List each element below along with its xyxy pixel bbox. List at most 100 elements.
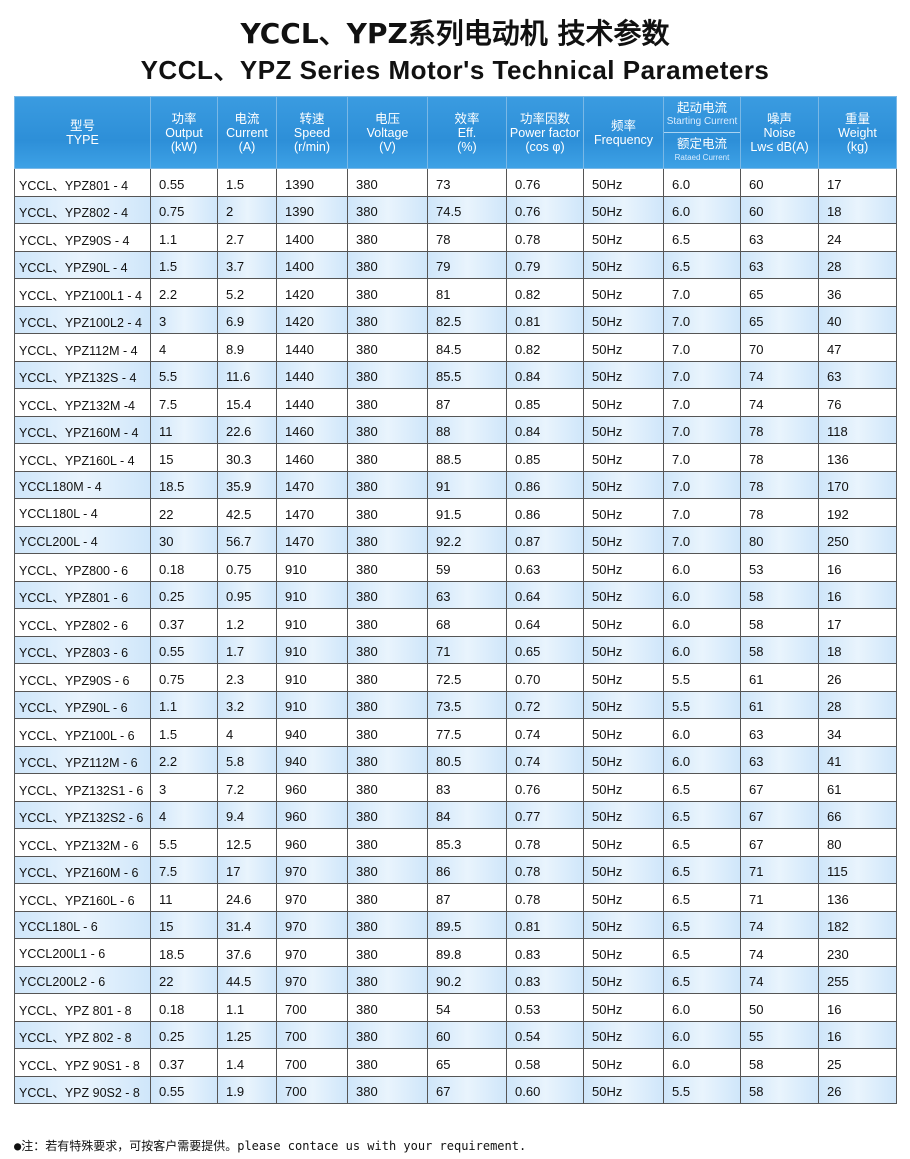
- table-cell: 0.81: [506, 305, 584, 334]
- table-cell: 74: [740, 965, 819, 994]
- table-cell: 5.5: [663, 663, 741, 692]
- table-cell: 940: [276, 745, 348, 774]
- table-cell: YCCL、YPZ90S - 6: [14, 663, 151, 692]
- header-en: Power factor: [509, 125, 581, 140]
- table-cell: 0.55: [150, 1075, 218, 1104]
- table-cell: 50Hz: [583, 745, 664, 774]
- table-cell: 1400: [276, 250, 348, 279]
- header-unit: (%): [457, 139, 477, 154]
- table-row: YCCL180L - 6 15 31.4 970 380 89.5 0.81 50Hz 6.5 7…: [14, 910, 897, 939]
- table-cell: 7.0: [663, 415, 741, 444]
- table-cell: 0.64: [506, 580, 584, 609]
- table-cell: 91.5: [427, 498, 507, 527]
- table-cell: 0.64: [506, 608, 584, 637]
- table-cell: 74: [740, 388, 819, 417]
- table-cell: 28: [818, 250, 897, 279]
- table-cell: 74: [740, 360, 819, 389]
- table-cell: YCCL、YPZ802 - 6: [14, 608, 151, 637]
- table-cell: 50Hz: [583, 855, 664, 884]
- table-cell: 0.58: [506, 1048, 584, 1077]
- table-cell: 1440: [276, 360, 348, 389]
- header-cn: 型号: [69, 118, 95, 133]
- table-cell: 970: [276, 938, 348, 967]
- table-cell: 11: [150, 883, 218, 912]
- header-cn: 电流: [234, 111, 260, 126]
- table-cell: 0.82: [506, 278, 584, 307]
- header-unit: (cos φ): [525, 139, 565, 154]
- table-cell: 0.79: [506, 250, 584, 279]
- header-cn: 电压: [374, 111, 400, 126]
- table-cell: 380: [347, 250, 428, 279]
- table-row: YCCL、YPZ90L - 4 1.5 3.7 1400 380 79 0.79 50Hz 6.…: [14, 250, 897, 279]
- table-cell: YCCL、YPZ100L2 - 4: [14, 305, 151, 334]
- table-cell: YCCL、YPZ801 - 6: [14, 580, 151, 609]
- table-cell: 0.74: [506, 745, 584, 774]
- table-cell: 50Hz: [583, 223, 664, 252]
- table-cell: 0.86: [506, 498, 584, 527]
- header-cn2: 额定电流: [676, 136, 727, 151]
- table-cell: 380: [347, 663, 428, 692]
- table-cell: 7.5: [150, 388, 218, 417]
- table-cell: YCCL、YPZ100L1 - 4: [14, 278, 151, 307]
- table-cell: 380: [347, 443, 428, 472]
- table-cell: 91: [427, 470, 507, 499]
- table-cell: 67: [427, 1075, 507, 1104]
- table-cell: 7.0: [663, 388, 741, 417]
- table-cell: 50Hz: [583, 800, 664, 829]
- table-cell: 250: [818, 525, 897, 554]
- table-cell: 50Hz: [583, 773, 664, 802]
- header-unit: (r/min): [293, 139, 331, 154]
- table-cell: 0.87: [506, 525, 584, 554]
- table-cell: 88: [427, 415, 507, 444]
- table-cell: 63: [427, 580, 507, 609]
- table-cell: 35.9: [217, 470, 277, 499]
- table-cell: 74: [740, 910, 819, 939]
- table-cell: 6.5: [663, 883, 741, 912]
- table-cell: 63: [740, 718, 819, 747]
- table-row: YCCL、YPZ 90S1 - 8 0.37 1.4 700 380 65 0.58 50Hz…: [14, 1048, 897, 1077]
- table-cell: 6.5: [663, 855, 741, 884]
- table-cell: 6.5: [663, 773, 741, 802]
- table-cell: 380: [347, 910, 428, 939]
- table-cell: 1420: [276, 305, 348, 334]
- table-cell: 7.0: [663, 360, 741, 389]
- table-cell: 0.55: [150, 168, 218, 197]
- header-cn: 起动电流: [676, 100, 727, 115]
- table-cell: YCCL、YPZ801 - 4: [14, 168, 151, 197]
- header-cn: 频率: [610, 118, 636, 133]
- table-row: YCCL、YPZ90S - 6 0.75 2.3 910 380 72.5 0.70 50Hz…: [14, 663, 897, 692]
- table-cell: 7.0: [663, 443, 741, 472]
- table-cell: YCCL、YPZ132S2 - 6: [14, 800, 151, 829]
- table-cell: 50: [740, 993, 819, 1022]
- table-cell: 970: [276, 965, 348, 994]
- table-cell: 81: [427, 278, 507, 307]
- table-cell: 380: [347, 168, 428, 197]
- table-cell: 6.5: [663, 938, 741, 967]
- header-cn: 效率: [454, 111, 480, 126]
- table-cell: 58: [740, 1075, 819, 1104]
- table-cell: 6.5: [663, 250, 741, 279]
- table-cell: 0.74: [506, 718, 584, 747]
- table-cell: 26: [818, 1075, 897, 1104]
- table-row: YCCL、YPZ100L2 - 4 3 6.9 1420 380 82.5 0.81 50Hz…: [14, 305, 897, 334]
- table-cell: 24.6: [217, 883, 277, 912]
- table-cell: 115: [818, 855, 897, 884]
- table-cell: 910: [276, 580, 348, 609]
- table-cell: YCCL、YPZ132S - 4: [14, 360, 151, 389]
- table-row: YCCL、YPZ802 - 4 0.75 2 1390 380 74.5 0.76 50Hz 6…: [14, 195, 897, 224]
- table-cell: YCCL、YPZ802 - 4: [14, 195, 151, 224]
- table-cell: YCCL、YPZ 90S1 - 8: [14, 1048, 151, 1077]
- table-row: YCCL、YPZ100L1 - 4 2.2 5.2 1420 380 81 0.82 50Hz…: [14, 278, 897, 307]
- table-cell: 0.54: [506, 1020, 584, 1049]
- table-cell: 380: [347, 223, 428, 252]
- table-cell: 79: [427, 250, 507, 279]
- table-cell: 910: [276, 690, 348, 719]
- table-cell: 0.18: [150, 553, 218, 582]
- table-cell: YCCL180M - 4: [14, 470, 151, 499]
- table-row: YCCL、YPZ801 - 6 0.25 0.95 910 380 63 0.64 50Hz 6…: [14, 580, 897, 609]
- table-cell: 11.6: [217, 360, 277, 389]
- table-cell: 6.0: [663, 745, 741, 774]
- table-cell: 4: [217, 718, 277, 747]
- table-cell: 1470: [276, 525, 348, 554]
- table-cell: 15: [150, 443, 218, 472]
